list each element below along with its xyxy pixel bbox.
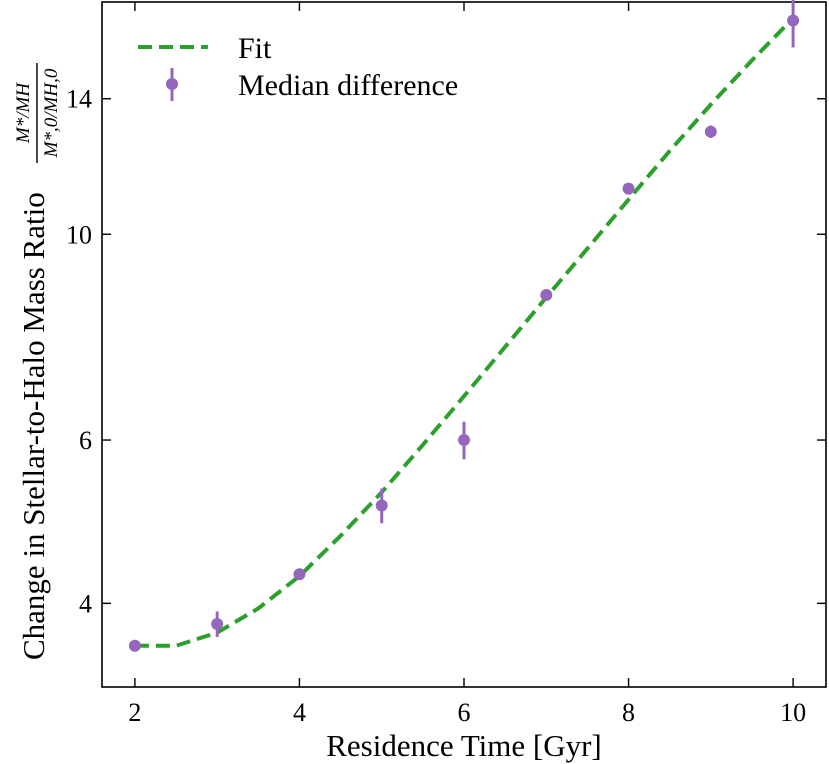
data-point (622, 182, 635, 195)
y-tick-label: 14 (66, 85, 92, 114)
legend-fit-label: Fit (238, 32, 272, 65)
axis-ticks: 2 4 6 8 10 4 6 10 14 (66, 2, 826, 727)
y-tick-label: 6 (79, 426, 92, 455)
fit-line (134, 16, 795, 648)
x-axis-title: Residence Time [Gyr] (326, 728, 602, 763)
y-tick-label: 10 (66, 220, 92, 249)
legend-median-label: Median difference (238, 69, 458, 102)
x-tick-label: 10 (780, 698, 806, 727)
x-tick-label: 8 (622, 698, 635, 727)
data-point (375, 499, 388, 512)
data-point (540, 289, 553, 302)
plot-frame (101, 1, 827, 688)
y-axis-fraction-numerator: M*/MH (13, 82, 34, 144)
y-axis-title: Change in Stellar-to-Halo Mass Ratio M*/… (13, 63, 62, 660)
fit-series (134, 16, 795, 648)
y-axis-title-text: Change in Stellar-to-Halo Mass Ratio (16, 192, 51, 660)
x-tick-label: 2 (128, 698, 141, 727)
data-point (458, 434, 470, 447)
x-tick-label: 6 (458, 698, 471, 727)
x-tick-label: 4 (293, 698, 306, 727)
y-axis-fraction-denominator: M*,0/MH,0 (41, 68, 62, 158)
y-tick-label: 4 (79, 589, 92, 618)
data-point (787, 14, 800, 27)
data-point (704, 125, 717, 138)
legend: Fit Median difference (138, 32, 458, 102)
median-difference-series (128, 0, 800, 652)
legend-point-marker (166, 78, 178, 90)
data-point (128, 639, 141, 652)
data-point (211, 618, 224, 631)
data-point (293, 568, 306, 581)
